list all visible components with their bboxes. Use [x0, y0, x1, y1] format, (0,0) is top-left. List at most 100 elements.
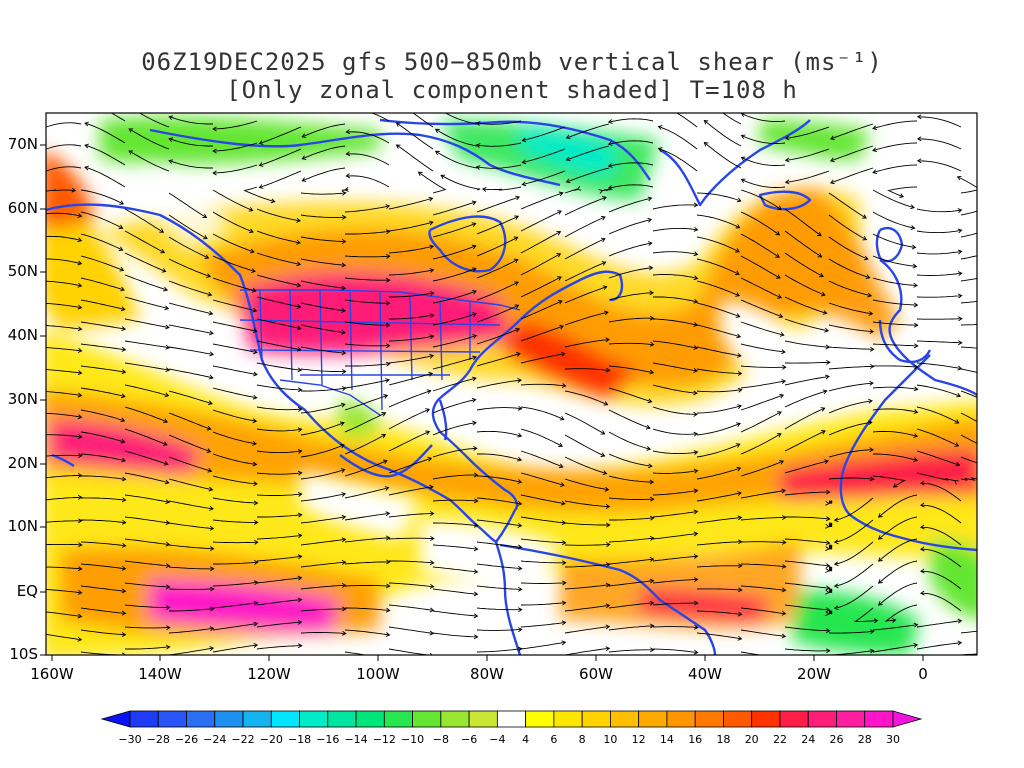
streamline-arrowhead: [209, 525, 215, 531]
streamline: [388, 390, 431, 408]
streamline: [388, 604, 434, 611]
streamline-arrowhead: [869, 346, 875, 352]
colorbar-label: −26: [175, 733, 198, 746]
streamline-arrowhead: [517, 627, 523, 633]
streamline-arrowhead: [341, 214, 347, 220]
streamline: [256, 296, 301, 308]
coastline-north-america-east: [431, 270, 624, 543]
streamline-arrowhead: [253, 600, 259, 606]
coastline-arctic-islands: [379, 118, 651, 181]
streamline: [920, 504, 962, 524]
streamline-arrowhead: [735, 292, 740, 297]
streamline: [564, 311, 608, 326]
streamline: [435, 150, 478, 169]
streamline: [696, 324, 741, 338]
streamline-arrowhead: [297, 367, 303, 373]
streamline: [388, 372, 433, 386]
streamline-arrowhead: [649, 479, 655, 485]
streamline: [80, 585, 126, 592]
streamline: [256, 252, 301, 265]
streamline-arrowhead: [119, 266, 125, 272]
streamline: [46, 347, 82, 352]
streamline: [916, 318, 962, 320]
streamline: [652, 602, 698, 606]
streamline: [110, 113, 126, 122]
streamline-arrowhead: [209, 586, 215, 592]
streamline-arrowhead: [775, 253, 780, 258]
streamline: [80, 321, 126, 330]
streamline-arrowhead: [778, 313, 784, 319]
streamline: [256, 645, 302, 650]
streamline: [741, 178, 786, 188]
streamline-arrowhead: [212, 170, 217, 176]
streamline-arrowhead: [777, 411, 782, 416]
streamline-arrowhead: [913, 386, 919, 392]
streamline-arrowhead: [258, 140, 264, 145]
streamline: [884, 604, 918, 622]
streamline-arrowhead: [341, 239, 347, 244]
streamline: [887, 186, 918, 198]
streamline-arrowhead: [429, 313, 435, 319]
streamline-arrowhead: [84, 121, 89, 127]
streamline: [872, 142, 918, 152]
streamline-arrowhead: [209, 351, 215, 357]
streamline-arrowhead: [341, 190, 347, 196]
streamline-arrowhead: [955, 461, 961, 467]
streamline-arrowhead: [120, 438, 126, 444]
colorbar-box: [496, 710, 527, 728]
streamline-arrowhead: [344, 187, 349, 192]
colorbar-label: 30: [886, 733, 900, 746]
streamline: [344, 277, 390, 281]
streamline: [960, 300, 977, 304]
streamline: [46, 454, 82, 457]
streamline-arrowhead: [386, 559, 391, 565]
streamline: [784, 230, 822, 258]
streamline-arrowhead: [385, 511, 391, 517]
streamline-arrowhead: [822, 310, 828, 315]
streamline: [256, 599, 302, 606]
streamline: [432, 245, 476, 260]
streamline: [784, 430, 826, 452]
streamline-arrowhead: [385, 607, 391, 613]
streamline: [124, 516, 170, 524]
streamline-arrowhead: [429, 560, 435, 566]
streamline: [916, 406, 959, 424]
colorbar-label: 12: [632, 733, 646, 746]
streamline: [916, 384, 961, 397]
streamline-arrowhead: [164, 392, 170, 398]
streamline-arrowhead: [341, 262, 347, 268]
streamline-arrowhead: [209, 626, 215, 632]
streamline: [432, 544, 478, 550]
streamline-arrowhead: [78, 660, 82, 664]
streamline: [212, 255, 256, 272]
streamline: [520, 516, 566, 524]
colorbar-box: [666, 710, 696, 728]
streamline-arrowhead: [168, 159, 174, 164]
streamline: [785, 126, 830, 139]
streamline: [784, 648, 830, 652]
streamline: [212, 602, 258, 609]
lat-tick-label: 30N: [8, 390, 38, 408]
streamline-arrowhead: [121, 588, 127, 594]
colorbar-box: [440, 710, 470, 728]
streamline: [608, 602, 654, 609]
streamline-arrowhead: [605, 562, 611, 568]
streamline: [212, 321, 257, 332]
streamline-arrowhead: [649, 647, 655, 653]
streamline: [740, 411, 782, 433]
streamline-arrowhead: [598, 189, 604, 194]
streamline-arrowhead: [605, 504, 611, 509]
streamline-arrowhead: [649, 496, 655, 502]
streamline: [608, 625, 654, 631]
streamline: [80, 607, 126, 614]
streamline: [740, 460, 784, 477]
streamline-arrowhead: [820, 291, 826, 297]
streamline-arrowhead: [920, 502, 925, 508]
streamline: [213, 164, 258, 174]
streamline: [301, 387, 346, 392]
streamline: [300, 632, 346, 634]
streamline: [259, 170, 302, 188]
coastline-south-america-north: [499, 543, 661, 601]
streamline: [566, 123, 610, 139]
streamline: [300, 214, 346, 218]
